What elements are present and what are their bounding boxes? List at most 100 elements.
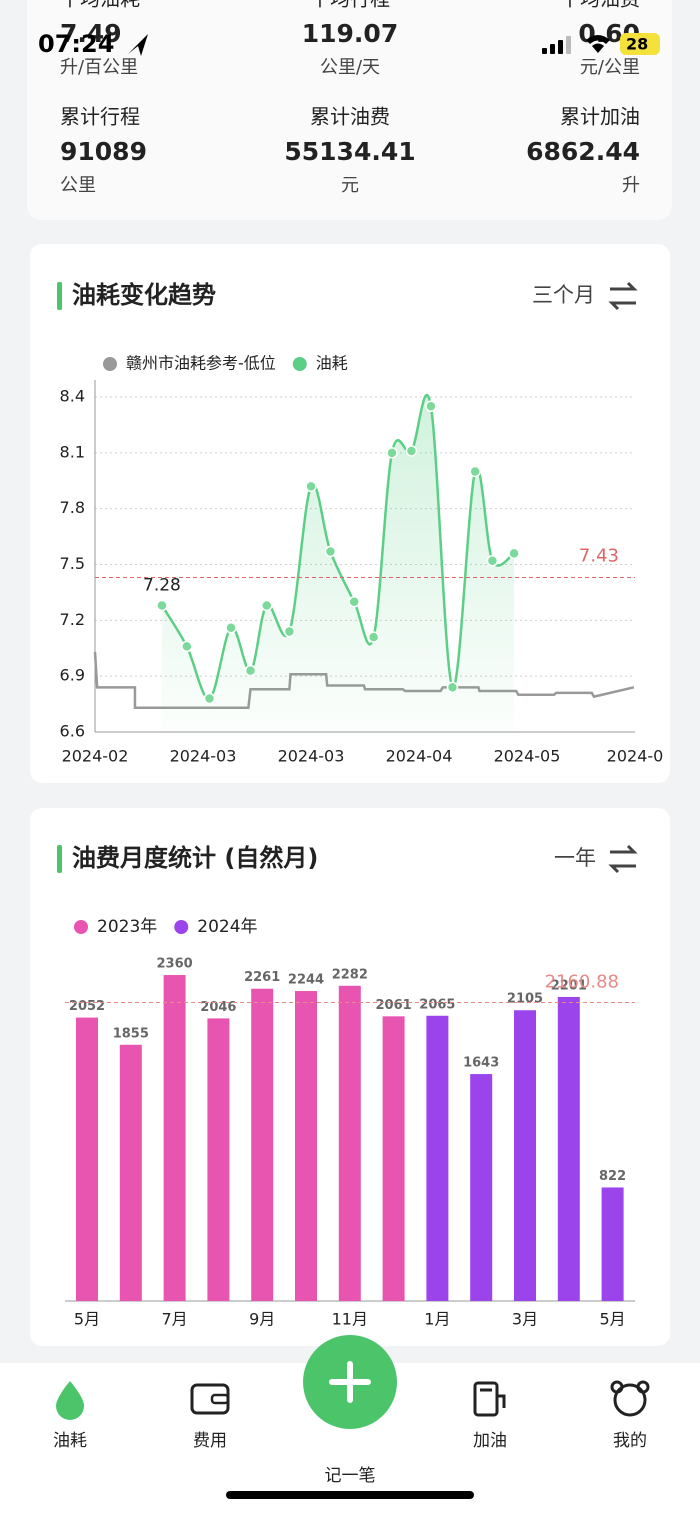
- legend-label: 2023年: [97, 917, 157, 937]
- tab-cost[interactable]: 费用: [190, 1383, 230, 1451]
- tab-label: 记一笔: [325, 1466, 376, 1486]
- stat-label: 平均行程: [310, 0, 390, 11]
- tab-refuel[interactable]: 加油: [473, 1381, 507, 1451]
- point: [508, 547, 520, 560]
- data-label: 2061: [376, 998, 412, 1013]
- point: [181, 640, 193, 653]
- y-tick-label: 7.2: [60, 610, 85, 629]
- tab-mine[interactable]: 我的: [610, 1380, 650, 1451]
- status-time: 07:24: [38, 30, 114, 58]
- home-indicator: [226, 1491, 474, 1499]
- data-label: 822: [599, 1169, 626, 1184]
- bar: [251, 988, 274, 1301]
- data-label: 2201: [551, 978, 587, 993]
- data-label: 7.28: [143, 575, 181, 595]
- swap-icon[interactable]: [608, 281, 638, 311]
- bar: [76, 1017, 98, 1301]
- point: [446, 681, 459, 694]
- tab-oil[interactable]: 油耗: [53, 1381, 87, 1451]
- bar: [557, 996, 580, 1301]
- tab-label: 油耗: [53, 1431, 87, 1451]
- x-tick-label: 2024-0: [607, 747, 664, 766]
- bear-ear: [636, 1380, 650, 1394]
- bar: [207, 1018, 230, 1301]
- stat-unit: 元: [341, 175, 359, 196]
- stat-unit: 升/百公里: [60, 57, 138, 78]
- point: [203, 692, 216, 705]
- data-label: 2282: [332, 967, 368, 982]
- pump-icon-hose: [480, 1388, 506, 1408]
- x-tick-label: 1月: [424, 1310, 450, 1329]
- legend-marker: [74, 920, 88, 934]
- stat-label: 累计油费: [310, 105, 390, 129]
- stat-unit: 元/公里: [580, 57, 640, 78]
- stat-value: 91089: [60, 137, 147, 166]
- swap-icon[interactable]: [608, 844, 638, 874]
- chart-title: 油费月度统计 (自然月): [72, 844, 318, 872]
- location-icon: [128, 34, 148, 56]
- range-selector[interactable]: 三个月: [532, 283, 595, 307]
- point: [348, 595, 360, 608]
- tab-label: 加油: [473, 1431, 507, 1451]
- x-tick-label: 7月: [162, 1310, 188, 1329]
- tab-add[interactable]: 记一笔: [303, 1335, 397, 1486]
- line-chart: 6.6 6.9 7.2 7.5 7.8 8.1 8.4 2024-02 2024-03 2024-…: [60, 354, 664, 766]
- x-tick-label: 2024-03: [278, 747, 345, 766]
- point: [283, 625, 296, 638]
- y-tick-label: 8.1: [60, 442, 85, 461]
- x-tick-label: 2024-04: [386, 747, 453, 766]
- point: [244, 664, 257, 677]
- wallet-icon-clasp: [210, 1393, 230, 1405]
- bar: [470, 1074, 493, 1301]
- area: [161, 395, 515, 732]
- y-tick-label: 8.4: [60, 387, 85, 406]
- point: [324, 545, 337, 558]
- data-label: 1643: [463, 1056, 499, 1071]
- chart-title: 油耗变化趋势: [72, 281, 216, 309]
- data-label: 2261: [244, 970, 280, 985]
- point: [156, 599, 168, 612]
- stat-unit: 公里/天: [320, 57, 380, 78]
- battery-icon: [620, 33, 660, 55]
- x-tick-label: 5月: [600, 1310, 626, 1329]
- y-tick-label: 7.8: [60, 498, 85, 517]
- data-label: 1855: [113, 1026, 149, 1041]
- legend-label: 2024年: [197, 917, 257, 937]
- point: [405, 445, 418, 457]
- bear-icon: [613, 1383, 647, 1417]
- x-tick-label: 2024-05: [494, 747, 561, 766]
- bar: [163, 975, 186, 1301]
- stats: 平均油耗7.49升/百公里平均行程119.07公里/天平均油费0.60元/公里累…: [60, 0, 640, 196]
- stat-value: 55134.41: [284, 137, 415, 166]
- stat-label: 累计行程: [60, 105, 140, 129]
- legend-marker: [174, 920, 189, 934]
- x-tick-label: 2024-02: [62, 747, 129, 766]
- x-tick-label: 9月: [249, 1310, 275, 1329]
- stat-value: 7.49: [60, 19, 122, 48]
- tab-label: 费用: [193, 1431, 227, 1451]
- point: [260, 599, 273, 612]
- legend-marker: [292, 357, 307, 371]
- x-tick-label: 5月: [74, 1310, 100, 1329]
- legend-marker: [103, 357, 117, 371]
- range-selector[interactable]: 一年: [554, 846, 596, 870]
- point: [425, 400, 437, 413]
- x-tick-label: 2024-03: [170, 747, 237, 766]
- stat-value: 119.07: [302, 19, 398, 48]
- tab-label: 我的: [613, 1431, 647, 1451]
- point: [386, 447, 398, 459]
- data-label: 2244: [288, 973, 324, 988]
- bar: [338, 985, 361, 1301]
- wifi-icon: [586, 35, 610, 53]
- x-tick-label: 3月: [512, 1310, 538, 1329]
- line: [160, 394, 515, 700]
- legend-label: 赣州市油耗参考-低位: [126, 354, 276, 373]
- title-accent: [57, 845, 62, 873]
- bar: [382, 1016, 405, 1301]
- bar: [119, 1044, 142, 1301]
- y-tick-label: 6.6: [60, 722, 85, 741]
- stat-value: 6862.44: [526, 137, 640, 166]
